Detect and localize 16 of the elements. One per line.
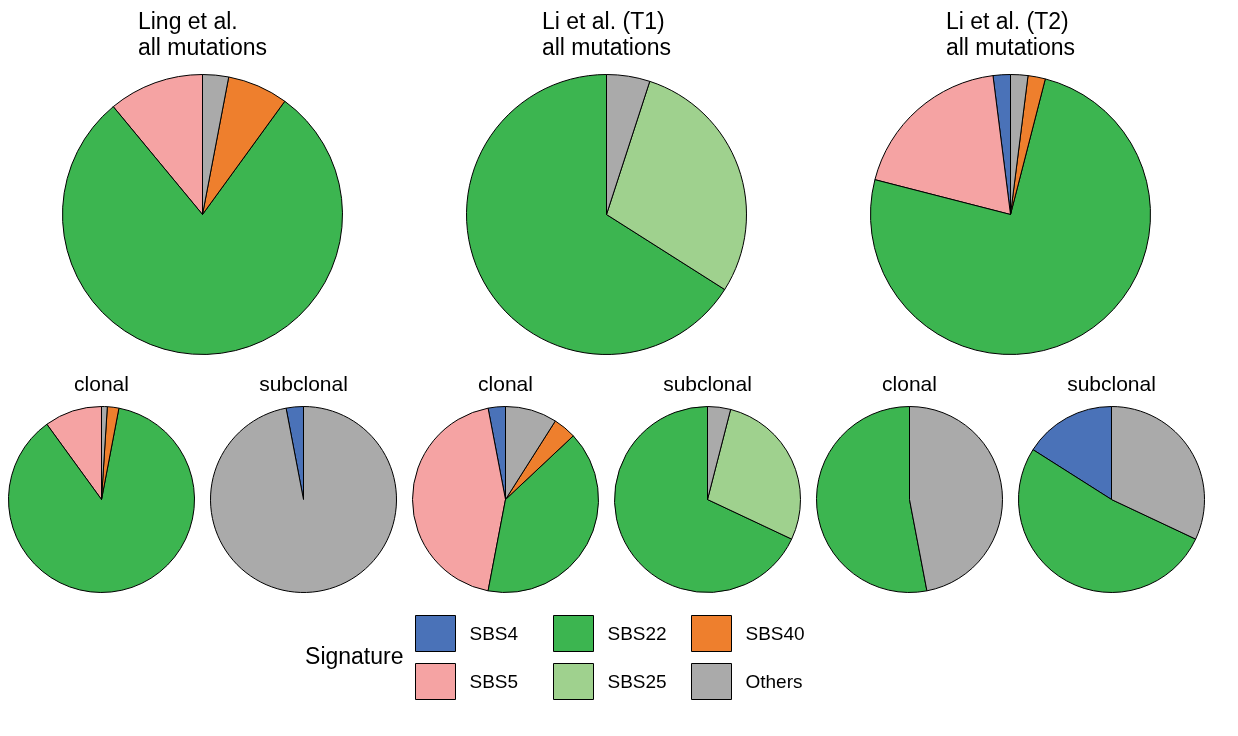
- chart-title: clonal: [882, 371, 937, 395]
- chart-title: Ling et al. all mutations: [137, 7, 268, 60]
- chart-title: clonal: [478, 371, 533, 395]
- legend-label: SBS22: [607, 623, 667, 644]
- chart-title: Li et al. (T2) all mutations: [945, 7, 1076, 60]
- legend-label: SBS40: [745, 623, 805, 644]
- legend-label: SBS25: [607, 671, 667, 692]
- legend-label: Others: [745, 671, 803, 692]
- legend-label: SBS4: [469, 623, 519, 644]
- legend-title: Signature: [305, 642, 404, 669]
- chart-title: clonal: [74, 371, 129, 395]
- legend-label: SBS5: [469, 671, 519, 692]
- chart-title: Li et al. (T1) all mutations: [541, 7, 672, 60]
- chart-title: subclonal: [1067, 371, 1156, 395]
- chart-title: subclonal: [663, 371, 752, 395]
- chart-title: subclonal: [259, 371, 348, 395]
